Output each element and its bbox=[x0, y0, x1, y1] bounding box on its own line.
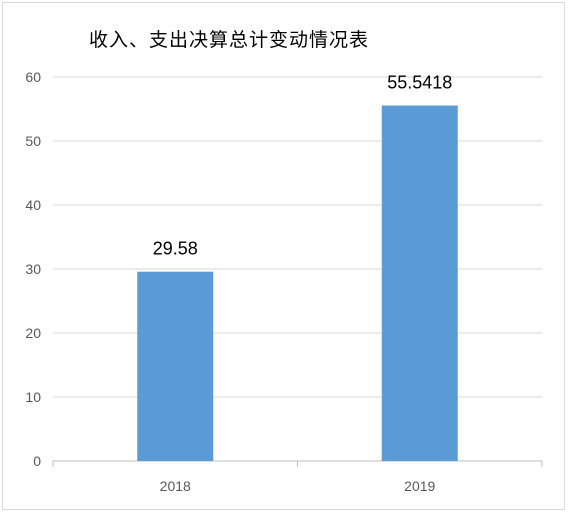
y-tick-label: 30 bbox=[25, 261, 41, 277]
chart-title: 收入、支出决算总计变动情况表 bbox=[89, 29, 370, 51]
y-tick-label: 60 bbox=[25, 69, 41, 85]
x-tick-label: 2018 bbox=[160, 478, 191, 494]
y-tick-label: 20 bbox=[25, 325, 41, 341]
chart-plot: 0 10 20 30 40 50 60 2018 29.58 2019 55.5418 bbox=[25, 69, 543, 494]
data-label: 55.5418 bbox=[387, 73, 452, 93]
bar-2019 bbox=[381, 105, 458, 462]
y-tick-label: 0 bbox=[33, 453, 41, 469]
y-tick-label: 50 bbox=[25, 133, 41, 149]
y-tick-label: 40 bbox=[25, 197, 41, 213]
data-label: 29.58 bbox=[153, 239, 198, 259]
chart-frame: 收入、支出决算总计变动情况表 0 10 20 30 40 50 60 2018 29.58 201… bbox=[2, 2, 565, 510]
y-tick-label: 10 bbox=[25, 389, 41, 405]
bar-2018 bbox=[137, 271, 214, 461]
x-tick-label: 2019 bbox=[404, 478, 435, 494]
